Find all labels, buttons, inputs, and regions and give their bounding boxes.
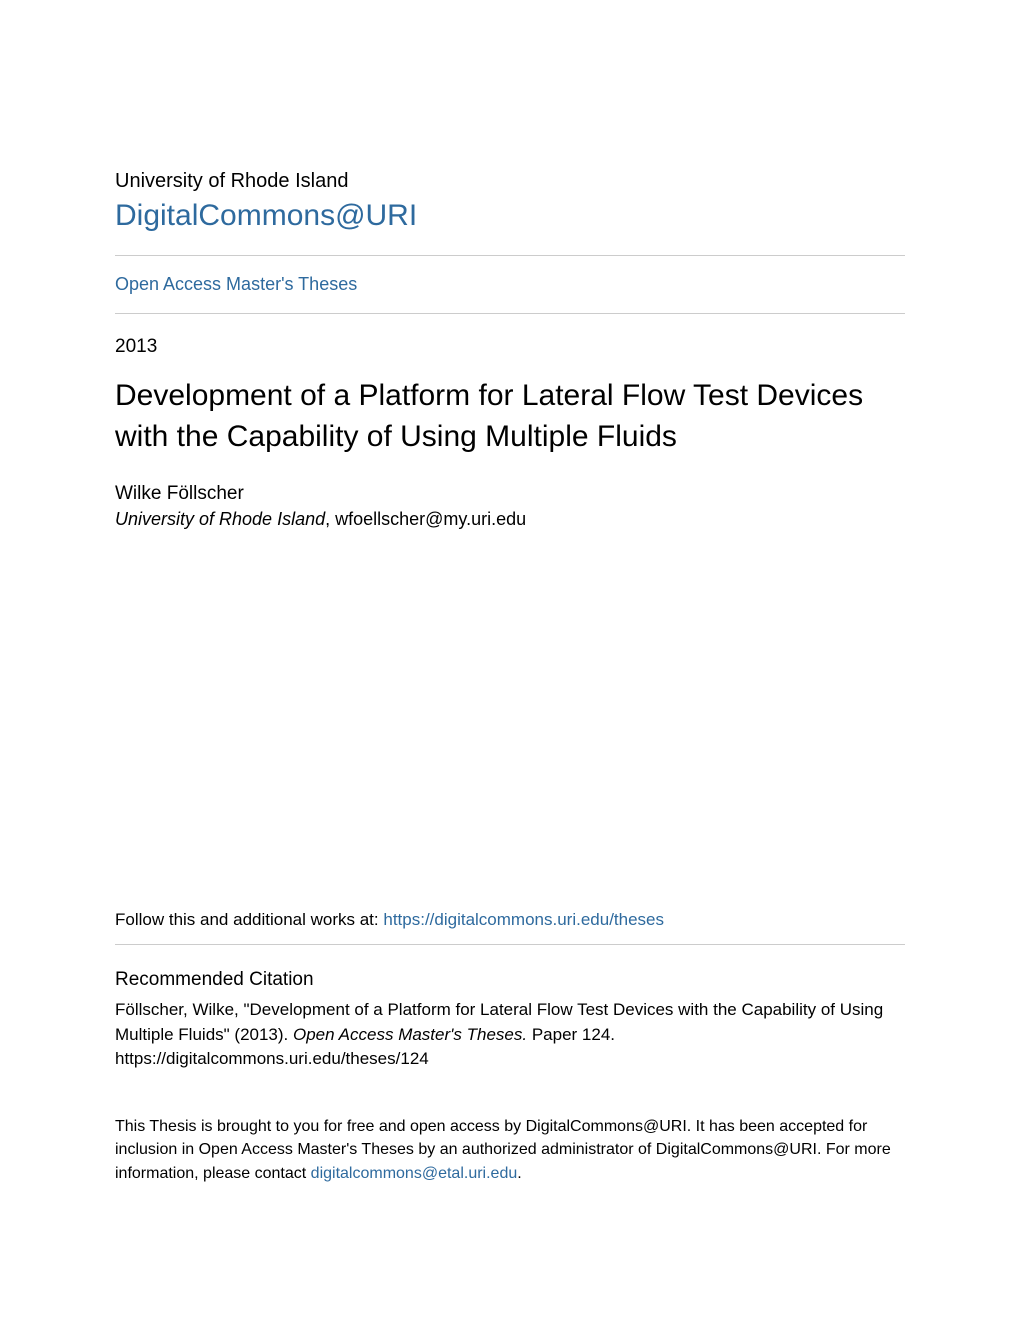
citation-series: Open Access Master's Theses.	[293, 1025, 527, 1044]
follow-works-text: Follow this and additional works at: htt…	[115, 910, 905, 930]
citation-body: Föllscher, Wilke, "Development of a Plat…	[115, 998, 905, 1047]
citation-heading: Recommended Citation	[115, 969, 905, 991]
footer-statement: This Thesis is brought to you for free a…	[115, 1115, 905, 1185]
citation-url: https://digitalcommons.uri.edu/theses/12…	[115, 1049, 905, 1069]
follow-prefix: Follow this and additional works at:	[115, 910, 383, 929]
divider-citation	[115, 944, 905, 945]
follow-link[interactable]: https://digitalcommons.uri.edu/theses	[383, 910, 664, 929]
repository-link[interactable]: DigitalCommons@URI	[115, 199, 905, 233]
affiliation-separator: ,	[325, 509, 335, 529]
divider-bottom	[115, 313, 905, 314]
author-email: wfoellscher@my.uri.edu	[335, 509, 526, 529]
footer-part2: .	[517, 1165, 521, 1182]
contact-email-link[interactable]: digitalcommons@etal.uri.edu	[311, 1165, 518, 1182]
affiliation-text: University of Rhode Island	[115, 509, 325, 529]
document-title: Development of a Platform for Lateral Fl…	[115, 376, 905, 457]
publication-year: 2013	[115, 336, 905, 358]
content-spacer	[115, 530, 905, 910]
author-affiliation: University of Rhode Island, wfoellscher@…	[115, 509, 905, 530]
institution-name: University of Rhode Island	[115, 170, 905, 193]
collection-link[interactable]: Open Access Master's Theses	[115, 256, 905, 313]
author-name: Wilke Föllscher	[115, 483, 905, 505]
citation-part2: Paper 124.	[527, 1025, 615, 1044]
